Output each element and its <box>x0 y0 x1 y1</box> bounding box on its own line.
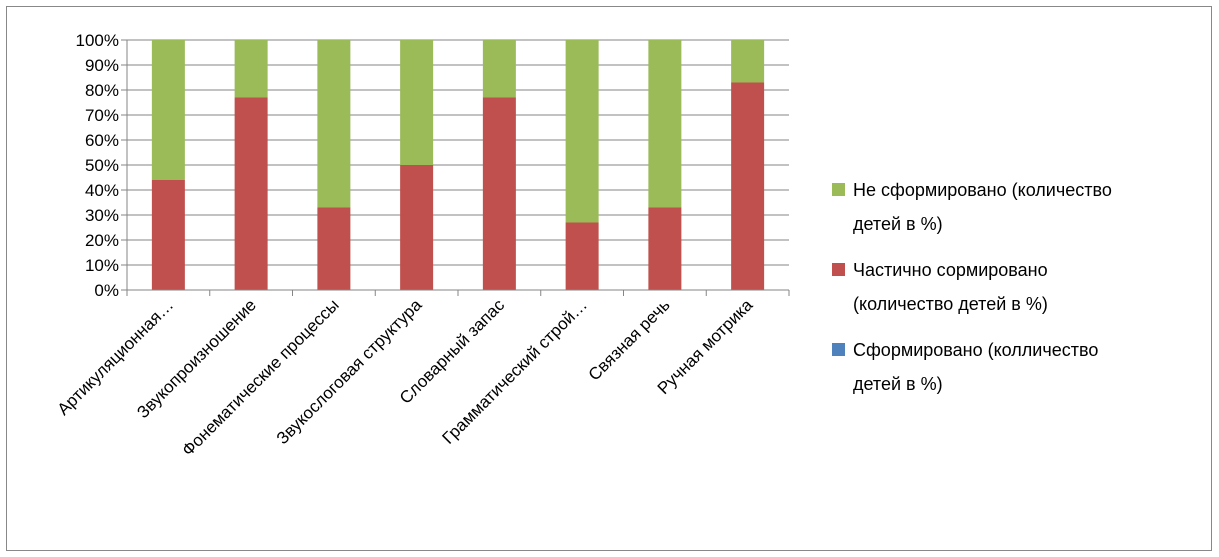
y-tick-label: 80% <box>85 81 119 100</box>
y-tick-label: 20% <box>85 231 119 250</box>
x-category-label: Звукослоговая структура <box>273 295 426 448</box>
bar-segment <box>648 207 682 290</box>
legend-swatch <box>832 263 845 276</box>
bar-segment <box>234 97 268 290</box>
axes <box>121 39 790 296</box>
legend-swatch <box>832 183 845 196</box>
legend-label: детей в %) <box>853 374 943 394</box>
legend-label: (количество детей в %) <box>853 294 1048 314</box>
y-tick-label: 90% <box>85 56 119 75</box>
bar-segment <box>400 165 434 290</box>
bar-segment <box>565 40 599 223</box>
bar-segment <box>731 82 765 290</box>
bar-segment <box>234 40 268 98</box>
x-category-labels: Артикуляционная…ЗвукопроизношениеФонемат… <box>54 295 757 460</box>
y-tick-label: 40% <box>85 181 119 200</box>
legend-label: Не сформировано (количество <box>853 180 1112 200</box>
y-tick-label: 0% <box>94 281 119 300</box>
bar-segment <box>648 40 682 208</box>
bar-segment <box>400 40 434 165</box>
x-category-label: Связная речь <box>585 295 674 384</box>
bar-segment <box>482 40 516 98</box>
x-category-label: Грамматический строй… <box>439 295 591 447</box>
y-tick-label: 50% <box>85 156 119 175</box>
bar-segment <box>317 207 351 290</box>
bar-segment <box>731 40 765 83</box>
legend-swatch <box>832 343 845 356</box>
y-tick-label: 10% <box>85 256 119 275</box>
y-tick-label: 30% <box>85 206 119 225</box>
bar-segment <box>317 40 351 208</box>
chart-frame <box>6 6 1212 551</box>
legend-label: Сформировано (колличество <box>853 340 1098 360</box>
gridlines <box>127 39 789 266</box>
bar-segment <box>482 97 516 290</box>
bars <box>151 40 765 290</box>
bar-segment <box>565 222 599 290</box>
bar-segment <box>151 180 185 290</box>
legend-label: детей в %) <box>853 214 943 234</box>
y-tick-label: 70% <box>85 106 119 125</box>
y-tick-label: 60% <box>85 131 119 150</box>
legend: Не сформировано (количество детей в %) Час… <box>832 180 1112 394</box>
legend-label: Частично сормировано <box>853 260 1048 280</box>
x-category-label: Фонематические процессы <box>178 295 342 459</box>
bar-segment <box>151 40 185 180</box>
y-tick-label: 100% <box>76 31 119 50</box>
y-tick-labels: 0% 10% 20% 30% 40% 50% 60% 70% 80% 90% 100% <box>76 31 119 300</box>
